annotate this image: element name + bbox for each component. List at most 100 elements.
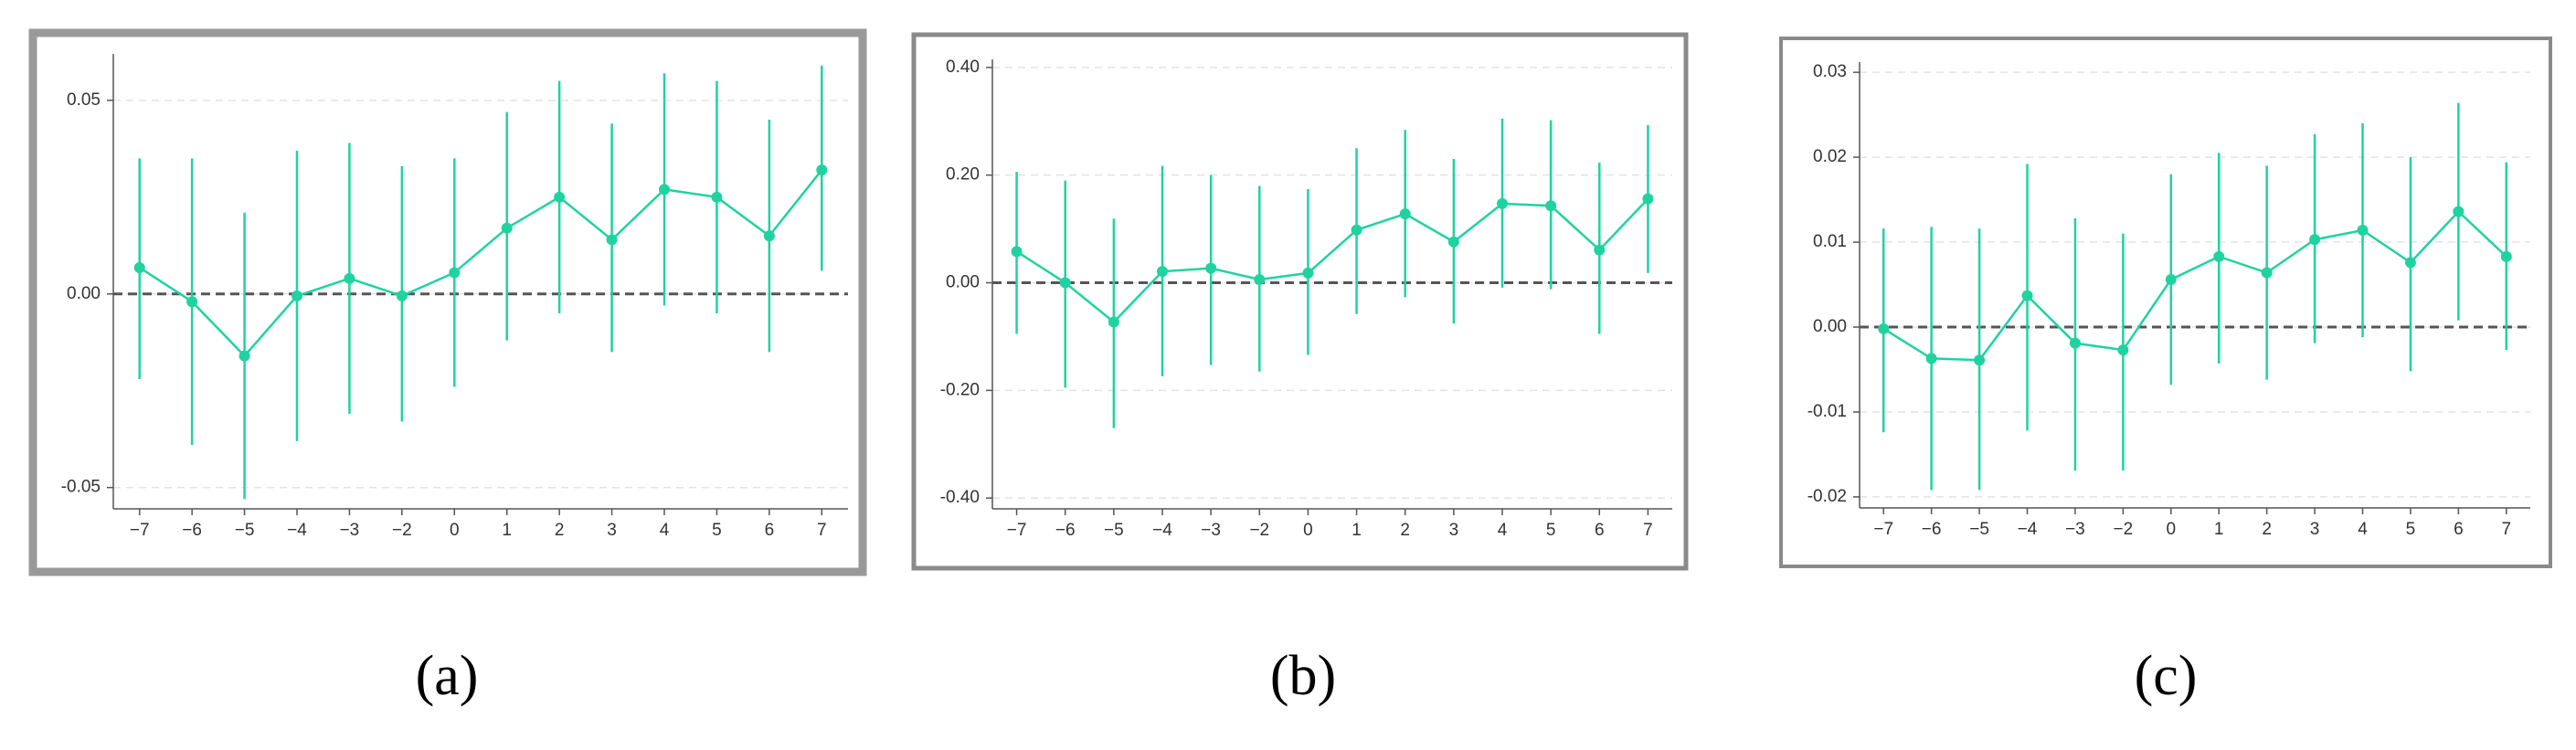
point [1925,353,1937,364]
x-tick-label: 4 [660,521,670,540]
y-tick-label: -0.05 [61,478,101,497]
point [2500,250,2512,262]
x-tick-label: 7 [2501,520,2511,539]
y-tick-label: 0.05 [67,90,101,110]
panel-frame [1779,37,2552,568]
x-tick-label: −4 [1152,521,1172,540]
x-tick-label: 5 [2406,520,2416,539]
point [2069,337,2081,349]
x-tick-label: −7 [1873,520,1893,539]
point [2357,225,2369,237]
y-tick-label: 0.40 [946,58,980,77]
point [1351,224,1362,236]
x-tick-label: 2 [555,521,565,540]
x-tick-label: 6 [2454,520,2464,539]
point [659,184,670,195]
x-tick-label: −5 [1104,521,1124,540]
x-tick-label: −2 [1249,521,1269,540]
x-tick-label: 6 [765,521,775,540]
panel-frame [28,28,867,576]
point [1059,277,1071,289]
x-tick-label: −3 [2065,520,2085,539]
x-tick-label: 5 [712,521,722,540]
point [763,230,775,242]
y-tick-label: 0.00 [1813,317,1847,336]
point [1205,262,1217,274]
x-tick-label: 0 [2166,520,2176,539]
estimate-line [139,169,823,358]
x-tick-label: 6 [1595,521,1605,540]
x-tick-label: −6 [1055,521,1076,540]
point [1108,316,1119,328]
x-tick-label: −6 [182,521,202,540]
x-tick-label: −7 [130,521,150,540]
x-tick-label: −7 [1007,521,1027,540]
point [816,164,828,176]
point [2165,273,2177,285]
x-tick-label: −6 [1922,520,1942,539]
point [1642,193,1654,205]
x-tick-label: 7 [817,521,827,540]
x-tick-label: −3 [1201,521,1221,540]
x-tick-label: 1 [2214,520,2224,539]
point [1974,354,1986,366]
x-tick-label: 3 [1449,521,1459,540]
point [2309,234,2321,246]
y-tick-label: 0.01 [1813,232,1847,251]
y-tick-label: 0.03 [1813,62,1847,81]
point [239,350,250,362]
x-tick-label: 5 [1546,521,1556,540]
x-tick-label: −3 [340,521,360,540]
x-tick-label: 4 [2358,520,2368,539]
y-tick-label: 0.20 [946,165,980,185]
point [133,261,145,273]
point [2213,250,2225,262]
point [2404,257,2416,269]
point [554,191,566,203]
point [1302,267,1314,279]
x-tick-label: −4 [287,521,307,540]
point [1497,197,1508,209]
x-tick-label: −5 [235,521,255,540]
y-tick-label: -0.20 [940,380,980,399]
y-tick-label: -0.02 [1807,487,1847,506]
estimate-line [1015,197,1649,324]
y-tick-label: 0.00 [67,284,101,303]
point [2021,290,2033,301]
x-tick-label: −2 [392,521,412,540]
point [396,290,408,301]
y-tick-label: 0.02 [1813,147,1847,166]
point [1545,200,1557,212]
x-tick-label: −2 [2114,520,2134,539]
caption: (a) [416,645,479,707]
point [186,296,198,308]
point [1878,322,1890,334]
panel-frame [911,32,1689,571]
y-tick-label: -0.01 [1807,402,1847,421]
point [2117,344,2129,356]
point [292,290,302,301]
x-tick-label: 0 [1303,521,1313,540]
x-tick-label: 4 [1498,521,1508,540]
x-tick-label: 3 [607,521,617,540]
x-tick-label: 2 [1400,521,1410,540]
x-tick-label: 2 [2262,520,2272,539]
point [711,191,723,203]
x-tick-label: 0 [450,521,460,540]
point [1594,244,1606,256]
x-tick-label: −5 [1969,520,1989,539]
point [449,267,461,279]
x-tick-label: 3 [2310,520,2320,539]
point [606,234,618,246]
estimate-line [1882,209,2507,362]
x-tick-label: 1 [1352,521,1362,540]
point [1157,266,1168,278]
caption: (b) [1270,645,1336,707]
y-tick-label: -0.40 [940,488,980,507]
point [1399,208,1411,220]
point [501,222,513,234]
caption: (c) [2135,645,2198,707]
x-tick-label: 1 [502,521,512,540]
point [1254,273,1266,285]
